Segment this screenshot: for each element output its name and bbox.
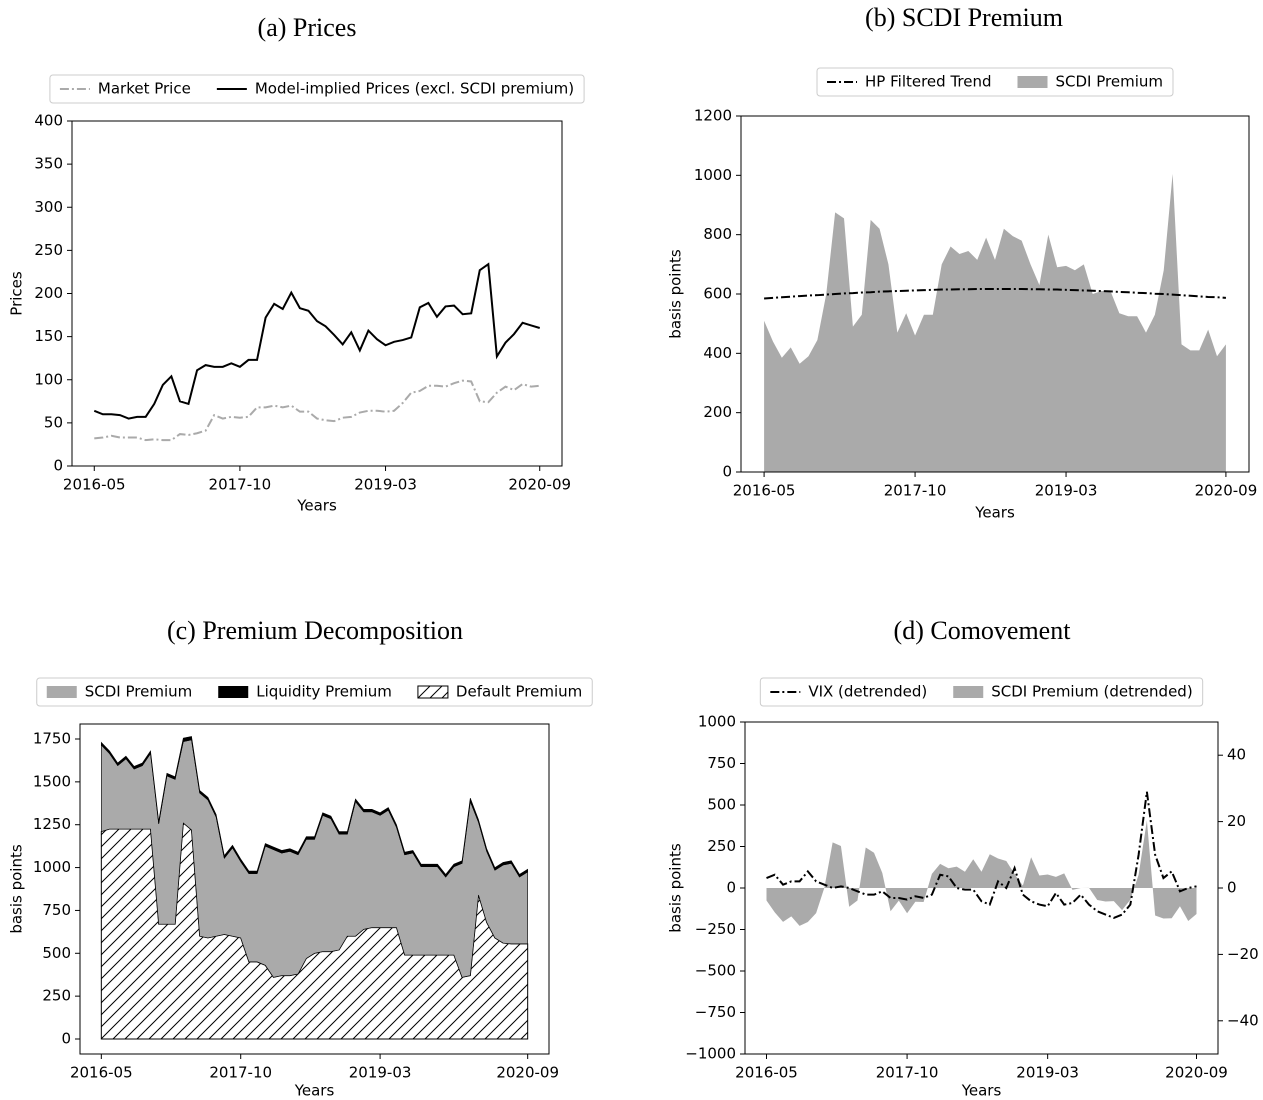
area — [101, 736, 528, 878]
legend-frame — [36, 677, 593, 707]
y-tick-label: 150 — [34, 327, 63, 345]
y-tick-label: 800 — [703, 225, 732, 243]
y-tick-label: 1250 — [33, 815, 71, 833]
y-axis-label: basis points — [667, 249, 685, 339]
y-tick-label: 1500 — [33, 772, 71, 790]
x-tick-label: 2020-09 — [496, 1064, 559, 1082]
legend-swatch — [218, 686, 249, 698]
y-tick-label: 1750 — [33, 730, 71, 748]
legend-swatch — [46, 686, 77, 698]
x-axis-label: Years — [974, 504, 1015, 522]
line — [766, 791, 1197, 919]
x-tick-label: 2020-09 — [508, 476, 571, 494]
legend-label: SCDI Premium (detrended) — [991, 683, 1192, 701]
y-tick-label: 600 — [703, 285, 732, 303]
y-tick-label: 0 — [726, 879, 736, 897]
legend-label: SCDI Premium — [85, 683, 192, 701]
y2-tick-label: −20 — [1227, 945, 1259, 963]
line — [94, 379, 540, 442]
legend-label: Default Premium — [456, 683, 582, 701]
x-tick-label: 2019-03 — [349, 1064, 412, 1082]
y2-tick-label: −40 — [1227, 1011, 1259, 1029]
x-tick-label: 2017-10 — [209, 476, 272, 494]
legend-label: VIX (detrended) — [808, 683, 927, 701]
axes-frame — [79, 723, 550, 1055]
legend-frame — [49, 74, 585, 104]
y-tick-label: 500 — [707, 796, 736, 814]
x-tick-label: 2016-05 — [735, 1064, 798, 1082]
y-tick-label: −250 — [695, 920, 736, 938]
chart-title: (c) Premium Decomposition — [167, 616, 463, 645]
legend-frame — [816, 67, 1174, 97]
y-tick-label: 1000 — [694, 166, 732, 184]
x-tick-label: 2019-03 — [1016, 1064, 1079, 1082]
chart-title: (d) Comovement — [894, 616, 1072, 645]
y2-tick-label: 40 — [1227, 746, 1246, 764]
x-tick-label: 2016-05 — [70, 1064, 133, 1082]
y-tick-label: 250 — [34, 241, 63, 259]
x-axis-label: Years — [961, 1082, 1002, 1100]
line — [93, 262, 541, 420]
y-tick-label: 0 — [722, 463, 732, 481]
y-axis-label: basis points — [667, 843, 685, 933]
area — [764, 173, 1226, 472]
y-axis-label: basis points — [8, 844, 26, 934]
legend: Market Price Model-implied Prices (excl. … — [49, 74, 585, 104]
legend-label: SCDI Premium — [1056, 73, 1163, 91]
y-tick-label: −750 — [695, 1003, 736, 1021]
y-tick-label: 1000 — [698, 713, 736, 731]
y-tick-label: 750 — [707, 754, 736, 772]
x-axis-label: Years — [296, 497, 337, 515]
x-tick-label: 2017-10 — [884, 482, 947, 500]
legend: VIX (detrended) SCDI Premium (detrended) — [759, 677, 1204, 707]
y-tick-label: 400 — [34, 112, 63, 130]
x-tick-label: 2020-09 — [1195, 482, 1258, 500]
x-tick-label: 2019-03 — [354, 476, 417, 494]
x-tick-label: 2019-03 — [1035, 482, 1098, 500]
legend: SCDI Premium Liquidity Premium Default Pre… — [36, 677, 593, 707]
x-tick-label: 2016-05 — [63, 476, 126, 494]
chart-title: (b) SCDI Premium — [865, 3, 1063, 32]
y-tick-label: −500 — [695, 962, 736, 980]
x-tick-label: 2017-10 — [209, 1064, 272, 1082]
y-tick-label: 0 — [61, 1030, 71, 1048]
area — [766, 820, 1197, 926]
x-tick-label: 2016-05 — [733, 482, 796, 500]
y-tick-label: 400 — [703, 344, 732, 362]
y-axis-label: Prices — [8, 271, 26, 316]
y-tick-label: 750 — [42, 901, 71, 919]
axes-frame — [71, 120, 563, 467]
y-tick-label: 200 — [703, 403, 732, 421]
y-tick-label: 250 — [42, 987, 71, 1005]
y-tick-label: 250 — [707, 837, 736, 855]
y-tick-label: 350 — [34, 155, 63, 173]
y-tick-label: 1200 — [694, 107, 732, 125]
legend-label: Market Price — [98, 80, 191, 98]
legend-label: HP Filtered Trend — [865, 73, 991, 91]
x-tick-label: 2017-10 — [876, 1064, 939, 1082]
legend-label: Model-implied Prices (excl. SCDI premium… — [255, 80, 574, 98]
y-tick-label: 50 — [44, 413, 63, 431]
y-tick-label: −1000 — [685, 1045, 736, 1063]
y-tick-label: 500 — [42, 944, 71, 962]
y-tick-label: 300 — [34, 198, 63, 216]
legend-label: Liquidity Premium — [256, 683, 392, 701]
y2-tick-label: 0 — [1227, 879, 1237, 897]
legend: HP Filtered Trend SCDI Premium — [816, 67, 1174, 97]
y-tick-label: 100 — [34, 370, 63, 388]
legend-swatch — [953, 686, 984, 698]
y-tick-label: 0 — [53, 457, 63, 475]
legend-swatch — [417, 685, 449, 699]
y2-tick-label: 20 — [1227, 812, 1246, 830]
y-tick-label: 1000 — [33, 858, 71, 876]
x-tick-label: 2020-09 — [1165, 1064, 1228, 1082]
x-axis-label: Years — [294, 1082, 335, 1100]
y-tick-label: 200 — [34, 284, 63, 302]
legend-swatch — [1017, 76, 1048, 88]
chart-title: (a) Prices — [258, 13, 357, 42]
